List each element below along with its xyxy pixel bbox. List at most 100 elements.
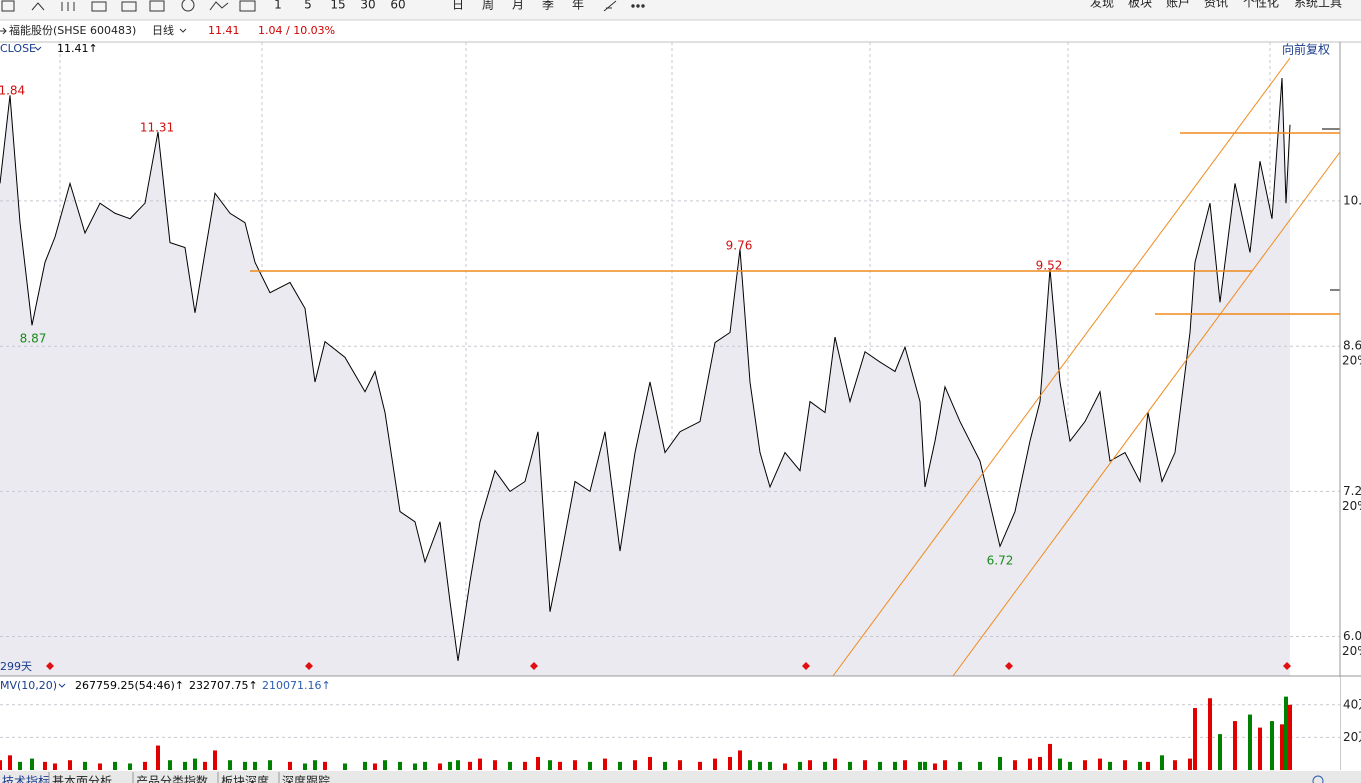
period-button[interactable]: 周 [482, 0, 494, 12]
volume-bar [923, 761, 927, 770]
volume-bar [618, 761, 622, 770]
status-icon[interactable] [1312, 775, 1324, 783]
event-marker[interactable] [305, 662, 313, 670]
volume-bar [363, 761, 367, 770]
day-count: 299天 [0, 660, 32, 673]
period-button[interactable]: 1 [274, 0, 282, 12]
tab[interactable]: 板块深度 [221, 774, 269, 783]
icon[interactable] [209, 1, 229, 11]
ma10-value: 232707.75↑ [189, 679, 258, 692]
channel-line[interactable] [952, 151, 1341, 677]
icon[interactable] [239, 0, 256, 12]
menu-item[interactable]: 资讯 [1204, 0, 1228, 10]
dropdown-arrow[interactable] [58, 683, 66, 688]
volume-bar [738, 750, 742, 770]
volume-indicator[interactable]: MV(10,20) [0, 679, 57, 692]
volume-bar [1288, 704, 1292, 770]
tab[interactable]: 深度跟踪 [282, 774, 330, 783]
volume-bar [863, 760, 867, 770]
period-select[interactable]: 日线 [152, 23, 174, 37]
volume-bar [1188, 758, 1192, 770]
stock-name[interactable]: 福能股份(SHSE 600483) [9, 23, 136, 37]
extreme-label: 11.84 [0, 84, 25, 98]
icon[interactable] [1, 0, 15, 12]
volume-bar [468, 761, 472, 770]
menu-item[interactable]: 账户 [1166, 0, 1190, 10]
volume-bar [748, 760, 752, 770]
volume-tick-label: 20万 [1343, 730, 1361, 744]
indicator-name[interactable]: CLOSE [0, 42, 36, 55]
volume-bar [68, 760, 72, 770]
icon[interactable] [121, 1, 137, 12]
volume-bar [268, 760, 272, 770]
volume-bar [313, 760, 317, 770]
icon[interactable] [636, 4, 640, 8]
extreme-label: 9.52 [1036, 259, 1063, 273]
event-marker[interactable] [1005, 662, 1013, 670]
volume-bar [1280, 724, 1284, 770]
dropdown-arrow[interactable] [179, 28, 187, 33]
event-markers[interactable] [46, 662, 1291, 670]
volume-bar [958, 761, 962, 770]
icon[interactable] [603, 0, 617, 12]
period-button[interactable]: 30 [360, 0, 375, 12]
volume-area [0, 677, 1340, 770]
y-tick-label: 7.20 [1343, 484, 1361, 498]
tab[interactable]: 基本面分析 [52, 775, 112, 783]
event-marker[interactable] [802, 662, 810, 670]
menu-item[interactable]: 板块 [1128, 0, 1152, 10]
period-button[interactable]: 年 [572, 0, 584, 12]
period-button[interactable]: 15 [330, 0, 345, 12]
tab-bar [0, 771, 1361, 783]
volume-bar [456, 760, 460, 770]
info-arrow[interactable] [0, 27, 7, 35]
icon[interactable] [641, 4, 645, 8]
volume-bar [448, 761, 452, 770]
period-button[interactable]: 日 [452, 0, 464, 12]
info-bar [0, 21, 1361, 42]
icon[interactable] [631, 4, 635, 8]
adjust-mode[interactable]: 向前复权 [1282, 42, 1330, 57]
drawings[interactable] [250, 57, 1341, 677]
event-marker[interactable] [530, 662, 538, 670]
menu-item[interactable]: 个性化 [1243, 0, 1279, 10]
icon[interactable] [31, 2, 45, 11]
period-button[interactable]: 月 [512, 0, 524, 12]
menu-item[interactable]: 发现 [1090, 0, 1114, 10]
period-button[interactable]: 季 [542, 0, 554, 12]
period-button[interactable]: 60 [390, 0, 405, 12]
volume-bar [633, 760, 637, 770]
pct-label: 20% [1342, 644, 1361, 658]
menu-item[interactable]: 系统工具 [1294, 0, 1342, 10]
event-marker[interactable] [46, 662, 54, 670]
volume-bar [303, 763, 307, 770]
icon[interactable] [61, 2, 75, 11]
volume-bar [823, 761, 827, 770]
volume-bar [1270, 721, 1274, 770]
toolbar-icons[interactable] [1, 0, 645, 12]
volume-bar [423, 761, 427, 770]
volume-bar [373, 763, 377, 770]
period-button[interactable]: 5 [304, 0, 312, 12]
volume-bar [83, 761, 87, 770]
dropdown-arrow[interactable] [34, 46, 42, 51]
volume-bar [213, 750, 217, 770]
tab[interactable]: 技术指标 [2, 774, 50, 783]
icon[interactable] [91, 1, 107, 12]
volume-bar [998, 756, 1002, 770]
tab[interactable]: 产品分类指数 [136, 774, 208, 783]
volume-bar [438, 763, 442, 770]
volume-bar [168, 760, 172, 770]
volume-bar [1160, 755, 1164, 770]
event-marker[interactable] [1283, 662, 1291, 670]
y-tick-label: 6.00 [1343, 629, 1361, 643]
volume-bar [288, 761, 292, 770]
volume-bar [493, 760, 497, 770]
volume-bar [398, 761, 402, 770]
volume-bar [663, 761, 667, 770]
icon[interactable] [149, 0, 165, 12]
icon[interactable] [181, 0, 195, 12]
volume-bar [1208, 698, 1212, 770]
volume-bar [383, 760, 387, 770]
channel-line[interactable] [832, 57, 1291, 677]
